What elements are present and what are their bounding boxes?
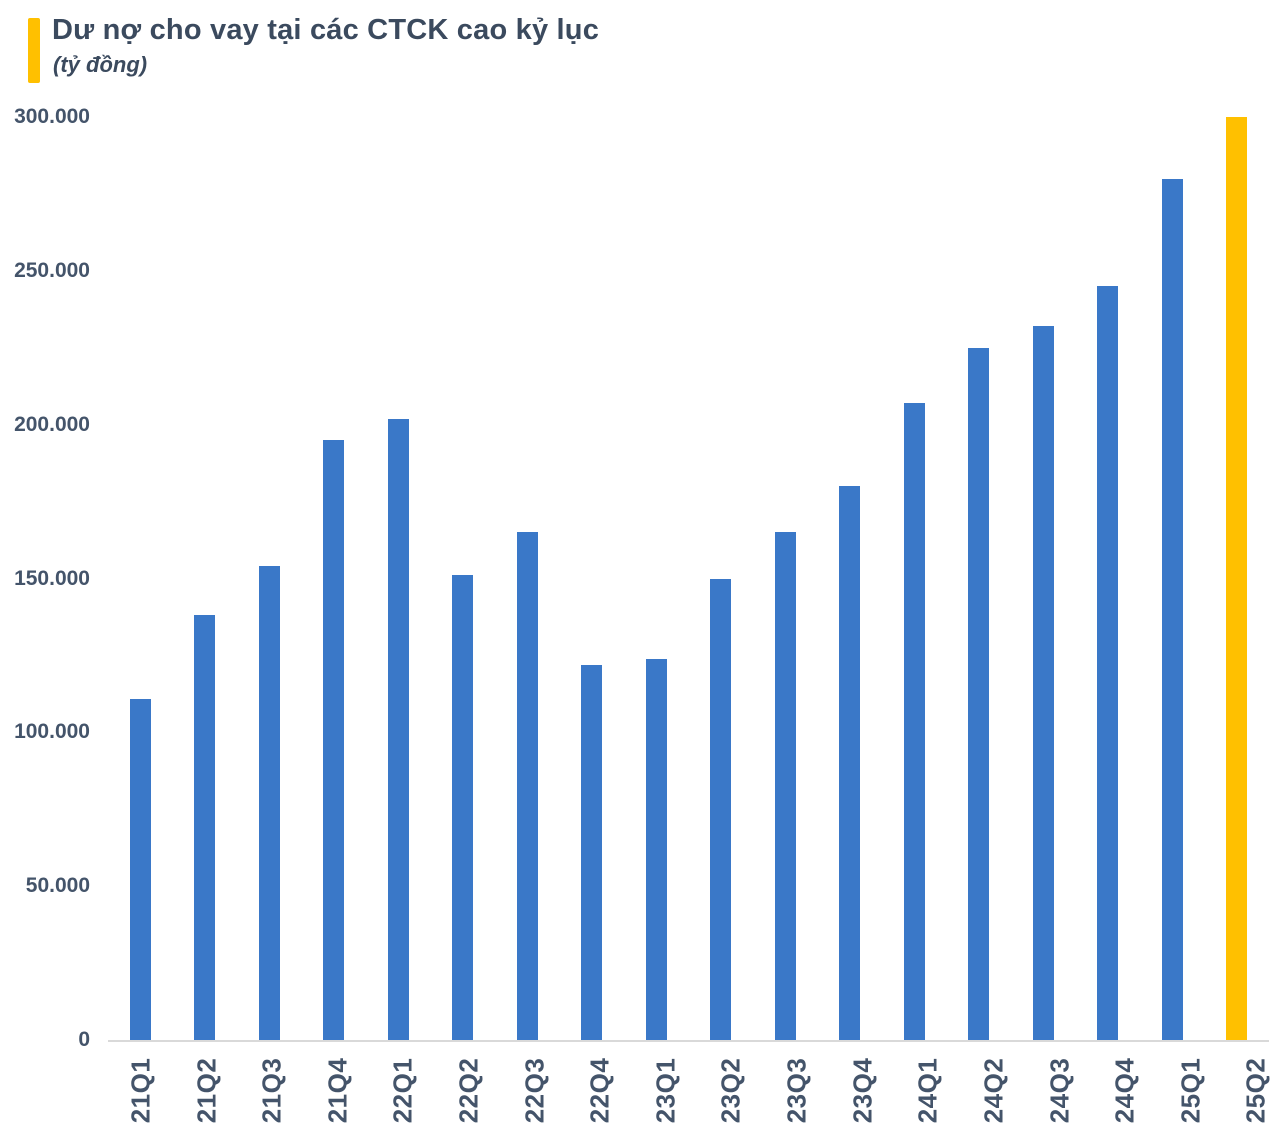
x-tick-label: 22Q3	[518, 1057, 549, 1123]
x-slot: 24Q1	[895, 1048, 961, 1132]
bar-slot	[366, 117, 431, 1040]
x-slot: 21Q3	[239, 1048, 305, 1132]
bar-slot	[237, 117, 302, 1040]
x-tick-label: 22Q2	[453, 1057, 484, 1123]
bar-slot	[1140, 117, 1205, 1040]
bar	[323, 440, 345, 1040]
bar	[645, 658, 667, 1040]
x-tick-label: 22Q1	[387, 1057, 418, 1123]
x-slot: 24Q3	[1027, 1048, 1093, 1132]
x-tick-label: 21Q2	[190, 1057, 221, 1123]
bar	[903, 403, 925, 1040]
bar-slot	[947, 117, 1012, 1040]
bar-slot	[689, 117, 754, 1040]
x-slot: 25Q1	[1158, 1048, 1224, 1132]
x-tick-label: 23Q4	[847, 1057, 878, 1123]
x-tick-label: 22Q4	[584, 1057, 615, 1123]
plot-area	[108, 117, 1269, 1042]
x-slot: 23Q3	[764, 1048, 830, 1132]
y-tick-label: 50.000	[25, 874, 90, 898]
x-slot: 22Q3	[502, 1048, 568, 1132]
y-axis: 0 50.000 100.000 150.000 200.000 250.000 300.0…	[0, 105, 90, 1051]
bar	[516, 532, 538, 1040]
x-tick-label: 25Q2	[1240, 1057, 1271, 1123]
x-tick-label: 21Q1	[125, 1057, 156, 1123]
bar	[581, 664, 603, 1040]
x-slot: 23Q4	[830, 1048, 896, 1132]
chart-title: Dư nợ cho vay tại các CTCK cao kỷ lục	[52, 14, 600, 46]
bar-slot	[882, 117, 947, 1040]
x-slot: 23Q2	[698, 1048, 764, 1132]
x-slot: 21Q2	[174, 1048, 240, 1132]
y-tick-label: 150.000	[14, 566, 90, 590]
x-tick-label: 24Q4	[1109, 1057, 1140, 1123]
x-tick-label: 21Q4	[322, 1057, 353, 1123]
x-tick-label: 23Q2	[715, 1057, 746, 1123]
x-slot: 24Q4	[1092, 1048, 1158, 1132]
bar	[839, 486, 861, 1040]
x-slot: 22Q4	[567, 1048, 633, 1132]
bar-slot	[108, 117, 173, 1040]
x-tick-label: 23Q1	[650, 1057, 681, 1123]
x-slot: 22Q2	[436, 1048, 502, 1132]
y-tick-label: 200.000	[14, 412, 90, 436]
bar	[194, 615, 216, 1040]
bar	[968, 347, 990, 1040]
bar-slot	[753, 117, 818, 1040]
bar	[710, 578, 732, 1040]
x-tick-label: 24Q3	[1043, 1057, 1074, 1123]
bar	[387, 418, 409, 1040]
bar	[452, 575, 474, 1040]
bar-slot	[1205, 117, 1270, 1040]
x-slot: 25Q2	[1223, 1048, 1286, 1132]
bar-highlight	[1226, 117, 1248, 1040]
bar	[1161, 178, 1183, 1040]
bar-slot	[1076, 117, 1141, 1040]
x-tick-label: 25Q1	[1175, 1057, 1206, 1123]
bar-slot	[302, 117, 367, 1040]
bar-slot	[495, 117, 560, 1040]
bar	[1097, 286, 1119, 1040]
y-tick-label: 0	[78, 1028, 90, 1051]
x-slot: 24Q2	[961, 1048, 1027, 1132]
y-tick-label: 100.000	[14, 720, 90, 744]
x-slot: 21Q1	[108, 1048, 174, 1132]
bar-slot	[173, 117, 238, 1040]
y-tick-label: 250.000	[14, 258, 90, 282]
bar	[774, 532, 796, 1040]
x-slot: 21Q4	[305, 1048, 371, 1132]
chart-unit-subtitle: (tỷ đồng)	[53, 52, 148, 77]
x-axis: 21Q1 21Q2 21Q3 21Q4 22Q1 22Q2 22Q3 22Q4 23Q1 23Q2…	[108, 1048, 1270, 1132]
bar-slot	[560, 117, 625, 1040]
bar-slot	[431, 117, 496, 1040]
x-slot: 22Q1	[370, 1048, 436, 1132]
x-tick-label: 24Q2	[978, 1057, 1009, 1123]
bar	[258, 566, 280, 1040]
x-slot: 23Q1	[633, 1048, 699, 1132]
bar	[129, 698, 151, 1040]
x-tick-label: 21Q3	[256, 1057, 287, 1123]
title-accent-bar	[28, 18, 40, 83]
bar-slot	[818, 117, 883, 1040]
x-tick-label: 23Q3	[781, 1057, 812, 1123]
y-tick-label: 300.000	[14, 105, 90, 128]
bar-slot	[624, 117, 689, 1040]
bar-slot	[1011, 117, 1076, 1040]
x-tick-label: 24Q1	[912, 1057, 943, 1123]
bar	[1032, 326, 1054, 1040]
